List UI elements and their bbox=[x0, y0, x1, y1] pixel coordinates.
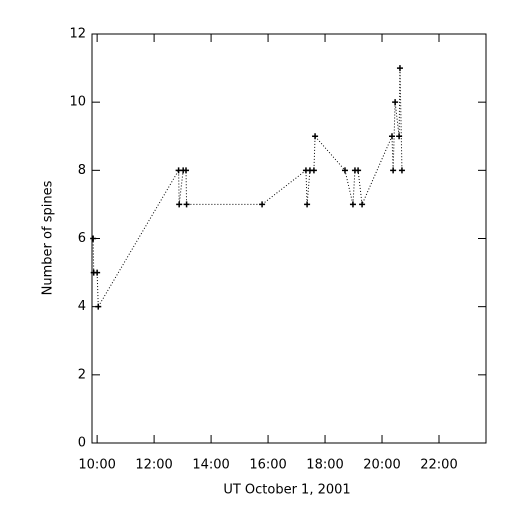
y-tick-label: 8 bbox=[78, 163, 86, 178]
y-tick-label: 10 bbox=[69, 95, 86, 110]
data-point bbox=[392, 99, 399, 106]
data-point bbox=[94, 269, 101, 276]
data-point bbox=[312, 133, 319, 140]
data-point bbox=[304, 201, 311, 208]
x-tick-label: 16:00 bbox=[249, 458, 286, 473]
data-point bbox=[183, 201, 190, 208]
y-tick-label: 4 bbox=[78, 299, 86, 314]
x-tick-label: 14:00 bbox=[192, 458, 229, 473]
y-tick-label: 6 bbox=[78, 231, 86, 246]
data-point bbox=[310, 167, 317, 174]
plot-frame bbox=[91, 33, 487, 444]
data-point bbox=[259, 201, 266, 208]
y-tick-label: 2 bbox=[78, 367, 86, 382]
x-tick-label: 20:00 bbox=[363, 458, 400, 473]
y-tick-label: 0 bbox=[78, 436, 86, 451]
data-point bbox=[359, 201, 366, 208]
data-point bbox=[341, 167, 348, 174]
x-tick-label: 18:00 bbox=[306, 458, 343, 473]
data-point bbox=[349, 201, 356, 208]
data-point bbox=[183, 167, 190, 174]
y-axis-label: Number of spines bbox=[41, 180, 56, 295]
data-line bbox=[92, 68, 403, 309]
x-tick-label: 12:00 bbox=[135, 458, 172, 473]
x-tick-label: 10:00 bbox=[78, 458, 115, 473]
x-tick-label: 22:00 bbox=[420, 458, 457, 473]
data-point bbox=[95, 303, 102, 310]
data-point bbox=[388, 133, 395, 140]
data-point bbox=[176, 201, 183, 208]
data-point bbox=[396, 65, 403, 72]
data-point bbox=[396, 133, 403, 140]
data-point bbox=[390, 167, 397, 174]
data-point bbox=[90, 235, 97, 242]
y-tick-label: 12 bbox=[69, 27, 86, 42]
x-axis-label: UT October 1, 2001 bbox=[223, 483, 350, 498]
data-point bbox=[398, 167, 405, 174]
data-point bbox=[355, 167, 362, 174]
